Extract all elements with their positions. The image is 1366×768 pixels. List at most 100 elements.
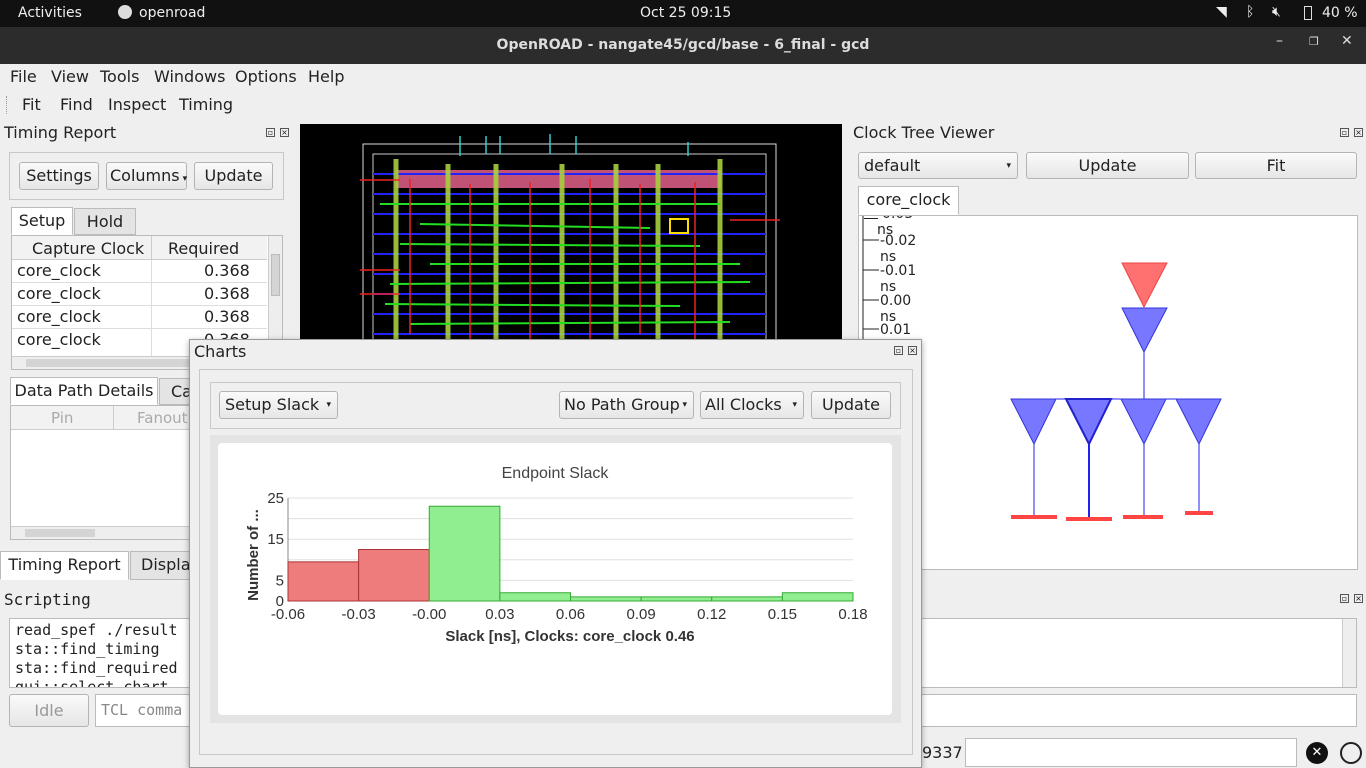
app-menu[interactable]: openroad — [139, 5, 206, 21]
row-clock: core_clock — [17, 307, 101, 326]
close-dock-icon[interactable]: × — [908, 346, 917, 355]
table-row[interactable]: core_clock 0.368 — [12, 306, 267, 329]
minimize-icon[interactable]: – — [1276, 33, 1283, 49]
float-icon[interactable]: ▫ — [1340, 128, 1349, 137]
vertical-scrollbar[interactable] — [1342, 619, 1356, 687]
menu-tools[interactable]: Tools — [100, 67, 140, 86]
chart-mode-value: Setup Slack — [225, 395, 320, 414]
time-tick: 0.00 ns — [880, 293, 912, 325]
time-axis: -0.03 ns -0.02 ns -0.01 ns 0.00 ns 0.01 … — [859, 216, 916, 546]
tab-hold[interactable]: Hold — [74, 208, 136, 235]
tab-timing-report[interactable]: Timing Report — [0, 551, 129, 580]
histogram-bar[interactable] — [711, 596, 783, 602]
clock-tree-title: Clock Tree Viewer — [853, 123, 995, 142]
tab-setup[interactable]: Setup — [11, 207, 73, 235]
scrollbar-thumb[interactable] — [271, 254, 280, 296]
x-tick-label: 0.12 — [697, 606, 726, 623]
histogram-bar[interactable] — [428, 505, 501, 602]
menu-options[interactable]: Options — [235, 67, 297, 86]
row-required: 0.368 — [204, 284, 250, 303]
timing-button[interactable]: Timing — [179, 95, 234, 114]
toolbar: Fit Find Inspect Timing — [0, 90, 1366, 120]
path-group-select[interactable]: No Path Group ▾ — [559, 391, 694, 419]
chart-card: Endpoint Slack Number of ... Slack [ns],… — [218, 443, 892, 715]
chart-update-button[interactable]: Update — [811, 391, 891, 419]
columns-button[interactable]: Columns ▾ — [106, 162, 187, 190]
chart-title: Endpoint Slack — [502, 465, 610, 482]
bluetooth-icon[interactable]: ᛒ — [1246, 4, 1255, 20]
scrollbar-thumb[interactable] — [25, 529, 95, 537]
chip-layout-drawing — [360, 134, 780, 342]
chart-mode-select[interactable]: Setup Slack ▾ — [219, 391, 338, 419]
charts-window: Charts ▫ × Setup Slack ▾ No Path Group ▾ A… — [189, 339, 922, 768]
clock-tree-update-button[interactable]: Update — [1026, 152, 1189, 179]
clear-icon[interactable]: ✕ — [1306, 742, 1328, 764]
volume-muted-icon[interactable]: 🔇︎ — [1272, 4, 1281, 20]
maximize-icon[interactable]: ❐ — [1309, 35, 1319, 48]
y-tick-label: 25 — [267, 490, 284, 507]
close-dock-icon[interactable]: × — [280, 128, 289, 137]
fit-button[interactable]: Fit — [22, 95, 41, 114]
battery-level: 40 % — [1322, 5, 1358, 21]
col-pin[interactable]: Pin — [51, 409, 74, 427]
menu-file[interactable]: File — [10, 67, 37, 86]
find-button[interactable]: Find — [60, 95, 93, 114]
x-tick-label: -0.00 — [412, 606, 446, 623]
clock-tree-canvas[interactable]: -0.03 ns -0.02 ns -0.01 ns 0.00 ns 0.01 … — [858, 215, 1358, 570]
float-icon[interactable]: ▫ — [266, 128, 275, 137]
settings-button[interactable]: Settings — [19, 162, 99, 190]
table-row[interactable]: core_clock 0.368 — [12, 260, 267, 283]
activities-button[interactable]: Activities — [18, 5, 82, 21]
tab-data-path-details[interactable]: Data Path Details — [10, 377, 158, 405]
clock[interactable]: Oct 25 09:15 — [640, 5, 732, 21]
chart-area: Endpoint Slack Number of ... Slack [ns],… — [210, 435, 901, 723]
time-tick: -0.02 ns — [880, 233, 917, 265]
histogram-bar[interactable] — [640, 596, 713, 602]
clock-tree-fit-button[interactable]: Fit — [1195, 152, 1357, 179]
charts-frame — [199, 369, 913, 755]
y-tick-label: 15 — [267, 531, 284, 548]
status-search-input[interactable] — [965, 738, 1297, 767]
time-tick: -0.03 ns — [877, 216, 913, 238]
battery-icon[interactable] — [1304, 6, 1312, 20]
close-dock-icon[interactable]: × — [1354, 594, 1363, 603]
close-dock-icon[interactable]: × — [1354, 128, 1363, 137]
x-tick-label: 0.03 — [485, 606, 514, 623]
histogram-bar[interactable] — [358, 549, 430, 602]
col-required[interactable]: Required — [168, 239, 240, 258]
histogram-bar[interactable] — [781, 592, 854, 602]
timing-report-title: Timing Report — [4, 123, 117, 142]
vertical-scrollbar[interactable] — [268, 236, 282, 356]
inspect-button[interactable]: Inspect — [108, 95, 167, 114]
idle-button[interactable]: Idle — [9, 694, 89, 727]
x-tick-label: 0.09 — [627, 606, 656, 623]
timing-controls-frame — [9, 152, 284, 200]
menu-help[interactable]: Help — [308, 67, 345, 86]
menu-windows[interactable]: Windows — [154, 67, 226, 86]
col-fanout[interactable]: Fanout — [137, 409, 188, 427]
scrollbar-thumb[interactable] — [26, 359, 226, 367]
float-icon[interactable]: ▫ — [894, 346, 903, 355]
stop-icon[interactable] — [1340, 742, 1362, 764]
endpoint-slack-chart[interactable]: Endpoint Slack Number of ... Slack [ns],… — [218, 443, 892, 715]
wifi-icon[interactable]: ◥ — [1216, 4, 1227, 20]
float-icon[interactable]: ▫ — [1340, 594, 1349, 603]
window-title: OpenROAD - nangate45/gcd/base - 6_final … — [496, 37, 870, 53]
layout-canvas[interactable] — [300, 124, 842, 342]
histogram-bar[interactable] — [499, 592, 571, 602]
clocks-value: All Clocks — [705, 395, 782, 414]
clock-tree-drawing — [862, 216, 1222, 546]
clock-select[interactable]: default ▾ — [858, 152, 1018, 179]
clocks-select[interactable]: All Clocks ▾ — [700, 391, 804, 419]
close-window-icon[interactable]: ✕ — [1341, 33, 1353, 49]
histogram-bar[interactable] — [570, 596, 642, 602]
update-timing-button[interactable]: Update — [194, 162, 273, 190]
tab-core-clock[interactable]: core_clock — [858, 186, 959, 215]
table-row[interactable]: core_clock 0.368 — [12, 283, 267, 306]
menu-view[interactable]: View — [51, 67, 89, 86]
col-capture-clock[interactable]: Capture Clock — [32, 239, 145, 258]
script-line: read_spef ./result — [15, 621, 178, 639]
histogram-bar[interactable] — [287, 561, 360, 602]
row-clock: core_clock — [17, 261, 101, 280]
row-clock: core_clock — [17, 284, 101, 303]
